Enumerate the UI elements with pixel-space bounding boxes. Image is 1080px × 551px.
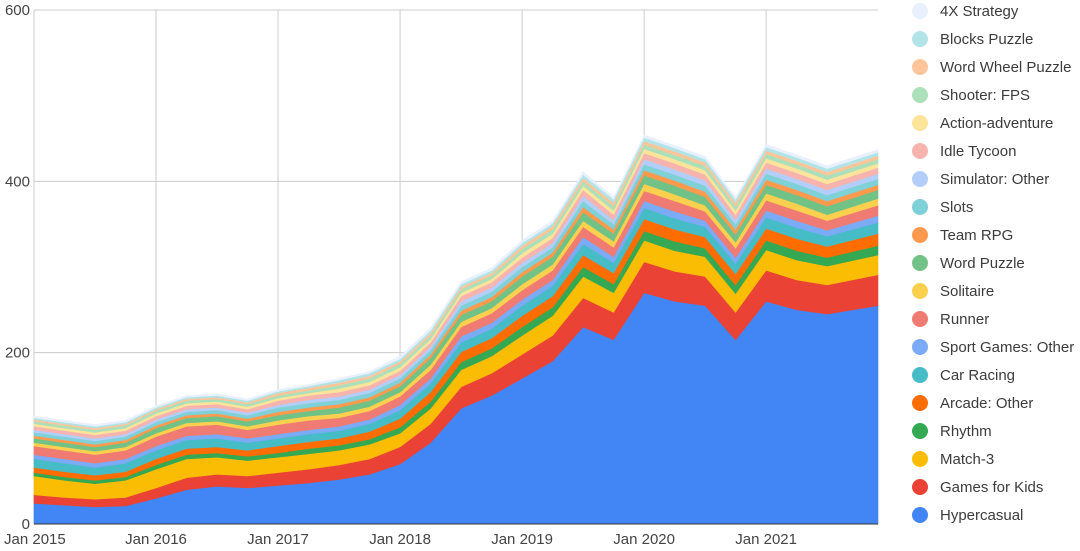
legend-swatch [912, 255, 928, 271]
legend-swatch [912, 507, 928, 523]
legend-label: Word Puzzle [940, 254, 1025, 272]
legend-swatch [912, 171, 928, 187]
legend-item-simulator-other[interactable]: Simulator: Other [912, 168, 1049, 190]
legend-item-slots[interactable]: Slots [912, 196, 973, 218]
legend-label: Solitaire [940, 282, 995, 300]
legend-item-runner[interactable]: Runner [912, 308, 989, 330]
legend-swatch [912, 31, 928, 47]
legend-swatch [912, 311, 928, 327]
legend-label: Blocks Puzzle [940, 30, 1034, 48]
legend-item-match-3[interactable]: Match-3 [912, 448, 994, 470]
legend-swatch [912, 199, 928, 215]
x-tick-label: Jan 2016 [125, 531, 187, 548]
legend-swatch [912, 339, 928, 355]
legend-swatch [912, 395, 928, 411]
legend-label: Slots [940, 198, 974, 216]
legend-label: Games for Kids [940, 478, 1044, 496]
x-tick-label: Jan 2019 [491, 531, 553, 548]
legend-item-word-wheel-puzzle[interactable]: Word Wheel Puzzle [912, 56, 1071, 78]
legend-swatch [912, 3, 928, 19]
y-tick-label: 400 [5, 173, 30, 190]
x-tick-label: Jan 2020 [613, 531, 675, 548]
y-tick-label: 600 [5, 2, 30, 19]
legend-label: Idle Tycoon [940, 142, 1017, 160]
legend-item-4x-strategy[interactable]: 4X Strategy [912, 0, 1018, 22]
legend-item-action-adventure[interactable]: Action-adventure [912, 112, 1053, 134]
legend-label: Car Racing [940, 366, 1016, 384]
legend-label: Sport Games: Other [940, 338, 1075, 356]
legend-label: Match-3 [940, 450, 995, 468]
legend-item-idle-tycoon[interactable]: Idle Tycoon [912, 140, 1016, 162]
legend-item-rhythm[interactable]: Rhythm [912, 420, 992, 442]
x-tick-label: Jan 2017 [247, 531, 309, 548]
y-tick-label: 200 [5, 345, 30, 362]
legend-swatch [912, 423, 928, 439]
legend-label: Word Wheel Puzzle [940, 58, 1072, 76]
legend-item-arcade-other[interactable]: Arcade: Other [912, 392, 1033, 414]
area-series-layer [33, 134, 879, 525]
legend-label: Hypercasual [940, 506, 1024, 524]
legend-item-blocks-puzzle[interactable]: Blocks Puzzle [912, 28, 1033, 50]
x-axis-ticks: Jan 2015 Jan 2016 Jan 2017 Jan 2018 Jan 2019… [4, 531, 797, 548]
legend-label: Runner [940, 310, 990, 328]
legend-label: Rhythm [940, 422, 992, 440]
legend-item-word-puzzle[interactable]: Word Puzzle [912, 252, 1025, 274]
legend-label: 4X Strategy [940, 2, 1019, 20]
legend-item-solitaire[interactable]: Solitaire [912, 280, 994, 302]
legend-item-team-rpg[interactable]: Team RPG [912, 224, 1013, 246]
legend-item-car-racing[interactable]: Car Racing [912, 364, 1015, 386]
legend-swatch [912, 451, 928, 467]
legend-label: Simulator: Other [940, 170, 1050, 188]
legend-swatch [912, 227, 928, 243]
legend-item-sport-games-other[interactable]: Sport Games: Other [912, 336, 1074, 358]
legend-label: Arcade: Other [940, 394, 1034, 412]
y-axis-ticks: 0 200 400 600 [5, 2, 30, 533]
area-4x-strategy [33, 134, 879, 427]
legend-item-shooter-fps[interactable]: Shooter: FPS [912, 84, 1030, 106]
x-tick-label: Jan 2018 [369, 531, 431, 548]
legend-swatch [912, 367, 928, 383]
legend-label: Shooter: FPS [940, 86, 1031, 104]
legend-label: Team RPG [940, 226, 1014, 244]
legend-swatch [912, 479, 928, 495]
y-tick-label: 0 [22, 516, 30, 533]
legend-item-games-for-kids[interactable]: Games for Kids [912, 476, 1043, 498]
legend-swatch [912, 59, 928, 75]
legend-swatch [912, 115, 928, 131]
legend-swatch [912, 87, 928, 103]
legend-swatch [912, 283, 928, 299]
x-tick-label: Jan 2021 [735, 531, 797, 548]
legend-swatch [912, 143, 928, 159]
legend-item-hypercasual[interactable]: Hypercasual [912, 504, 1023, 526]
legend-label: Action-adventure [940, 114, 1054, 132]
x-tick-label: Jan 2015 [4, 531, 66, 548]
